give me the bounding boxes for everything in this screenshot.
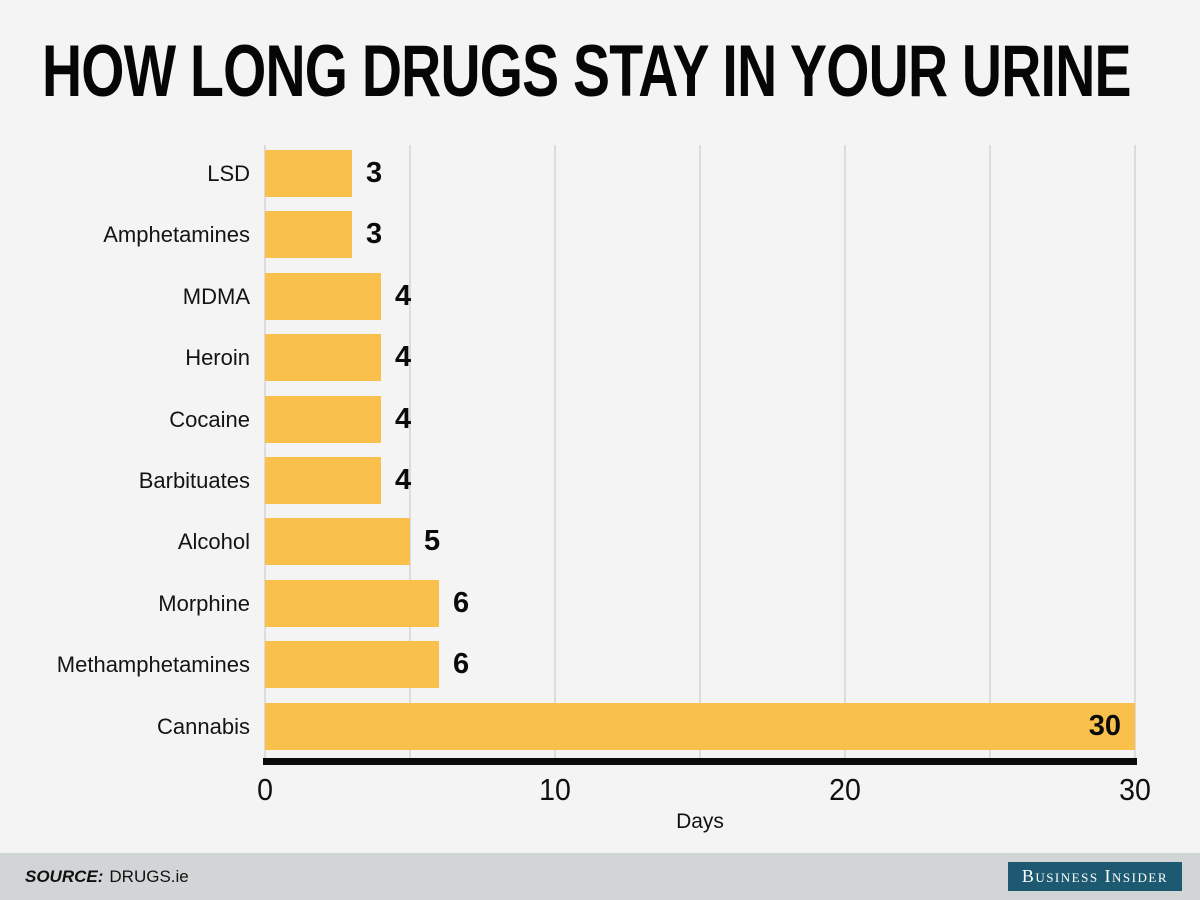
bar (265, 211, 352, 259)
value-label: 4 (395, 341, 412, 374)
value-label: 6 (453, 586, 470, 619)
bar (265, 395, 381, 443)
bar-row: 4 (265, 334, 1135, 382)
source-value: DRUGS.ie (109, 867, 189, 886)
bar (265, 334, 381, 382)
bar-row: 6 (265, 579, 1135, 627)
bar-row: 4 (265, 457, 1135, 504)
bar (265, 457, 381, 504)
bar-row: 3 (265, 150, 1135, 197)
gridline (409, 145, 411, 759)
bar (265, 150, 352, 197)
x-tick-label: 20 (829, 772, 861, 807)
source-label: SOURCE: (25, 867, 104, 886)
bar (265, 641, 439, 689)
value-label: 5 (424, 525, 441, 558)
category-label: Morphine (158, 590, 250, 616)
gridline (554, 145, 556, 759)
value-label: 4 (395, 279, 412, 312)
bar-row: 3 (265, 211, 1135, 259)
value-label: 6 (453, 648, 470, 681)
bar (265, 702, 1135, 750)
chart-title: HOW LONG DRUGS STAY IN YOUR URINE (42, 31, 1132, 112)
category-label: Methamphetamines (56, 652, 250, 678)
x-tick-label: 30 (1119, 772, 1151, 807)
category-label: LSD (207, 161, 250, 186)
gridline (264, 145, 266, 759)
footer: SOURCE: DRUGS.ie Business Insider (0, 853, 1200, 900)
bar (265, 272, 381, 320)
x-tick-label: 10 (539, 772, 571, 807)
bar (265, 579, 439, 627)
business-insider-logo: Business Insider (1007, 862, 1182, 891)
x-axis-line (263, 758, 1137, 765)
bar-row: 30 (265, 702, 1135, 750)
bar (265, 518, 410, 566)
bar-row: 6 (265, 641, 1135, 689)
category-label: Cocaine (169, 406, 250, 432)
category-label: Amphetamines (103, 222, 250, 248)
value-label: 3 (366, 218, 383, 251)
gridline (844, 145, 846, 759)
bar-row: 4 (265, 395, 1135, 443)
value-label: 3 (366, 157, 383, 189)
x-axis-title: Days (676, 810, 724, 833)
category-label: Cannabis (157, 713, 250, 739)
value-label: 4 (395, 402, 412, 435)
source-line: SOURCE: DRUGS.ie (25, 853, 189, 900)
gridline (699, 145, 701, 759)
category-label: MDMA (182, 283, 250, 309)
value-label: 4 (395, 464, 412, 496)
gridline (1134, 145, 1136, 759)
bar-row: 5 (265, 518, 1135, 566)
x-tick-label: 0 (257, 772, 273, 807)
plot-area: 3 3 4 4 4 4 5 6 6 30 (264, 145, 1136, 759)
value-label: 30 (1088, 709, 1121, 742)
bar-row: 4 (265, 272, 1135, 320)
gridline (989, 145, 991, 759)
category-label: Barbituates (138, 468, 250, 493)
category-label: Alcohol (177, 529, 250, 555)
category-label: Heroin (185, 345, 250, 371)
